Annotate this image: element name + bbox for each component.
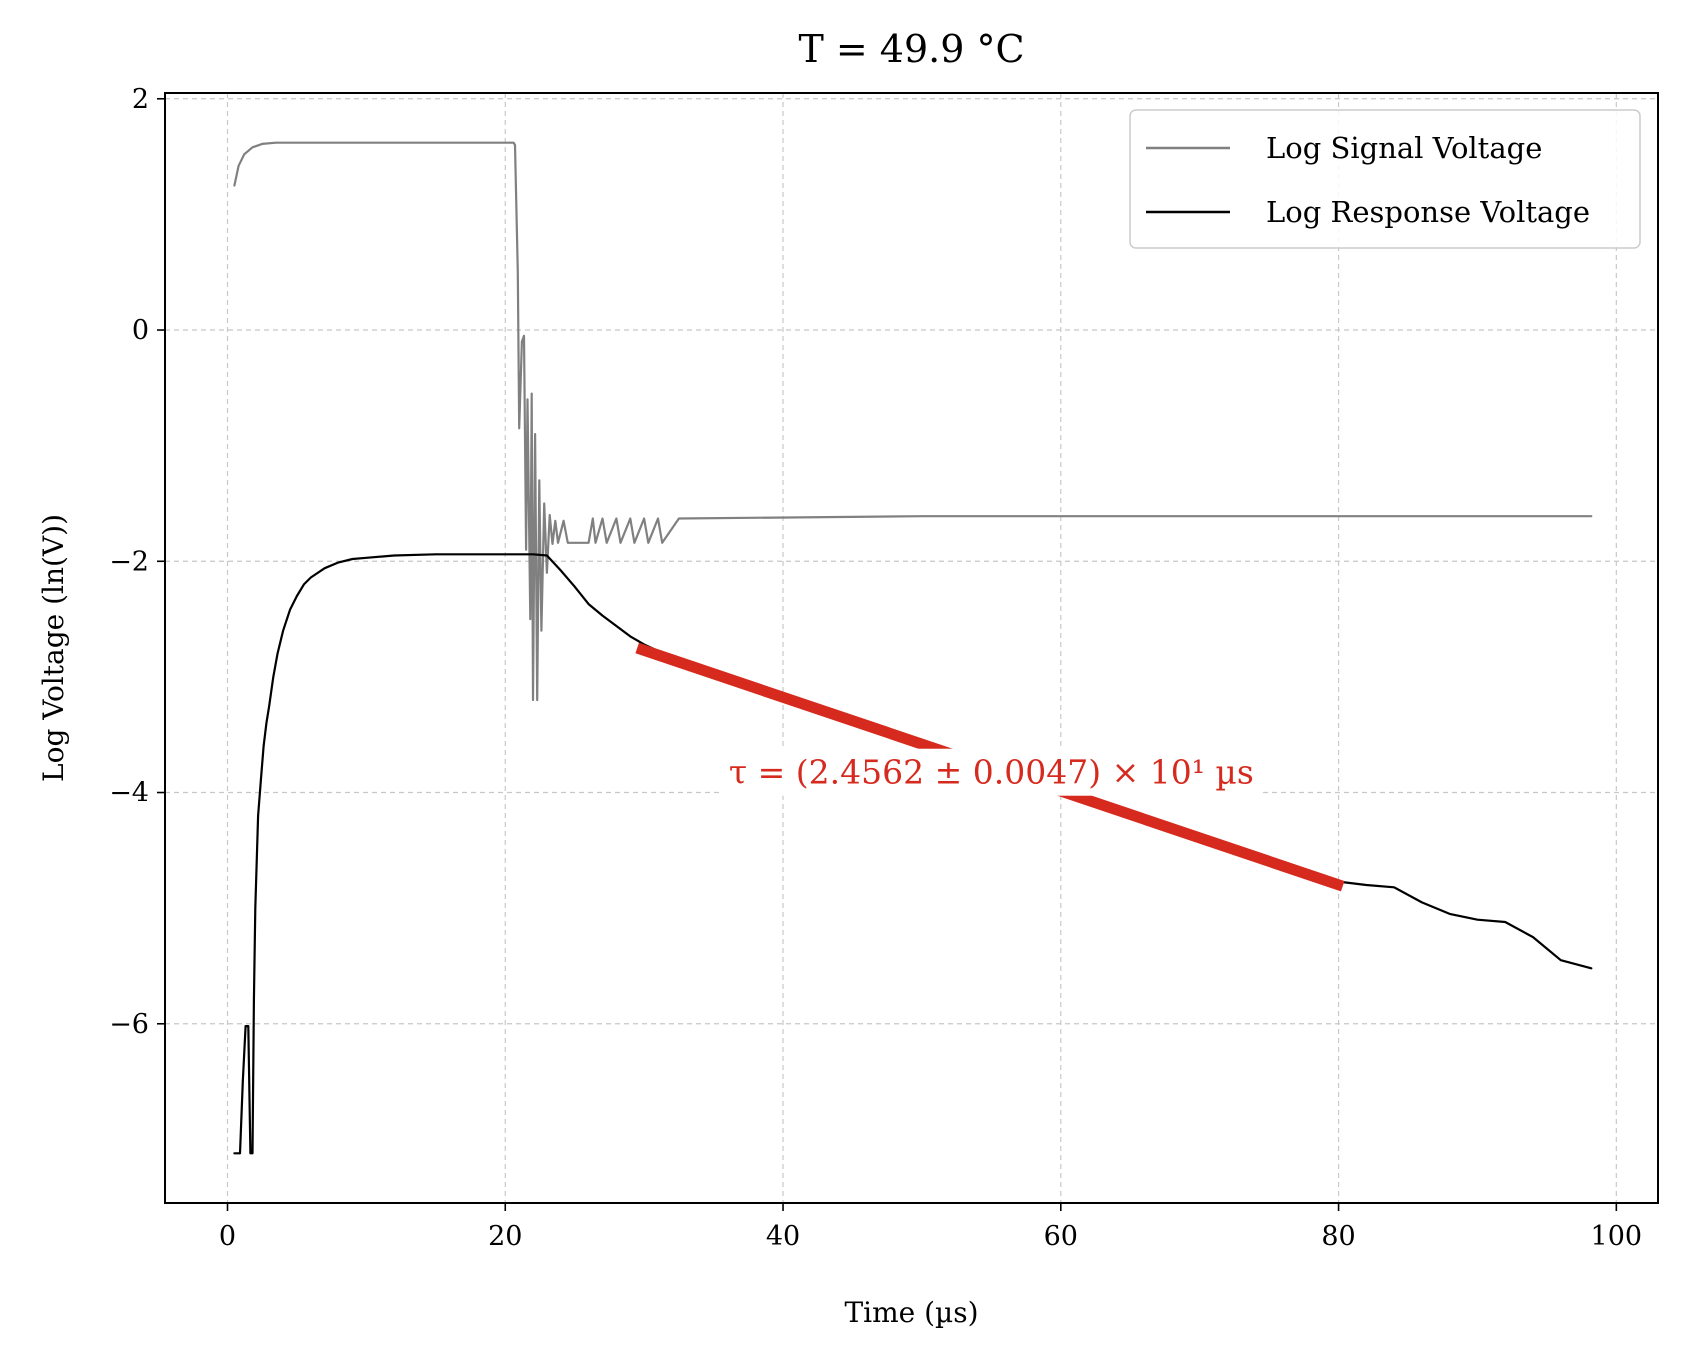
y-tick-label: 0: [132, 315, 149, 346]
annotation-layer: τ = (2.4562 ± 0.0047) × 10¹ µs: [720, 748, 1262, 796]
y-tick-label: −6: [109, 1009, 149, 1040]
y-tick-label: 2: [132, 84, 149, 115]
x-tick-label: 0: [219, 1221, 236, 1252]
legend-label-0: Log Signal Voltage: [1266, 131, 1542, 165]
legend-label-1: Log Response Voltage: [1266, 195, 1590, 229]
x-tick-label: 60: [1044, 1221, 1078, 1252]
plot-frame: [164, 92, 1659, 1204]
annotation-background: [720, 748, 1262, 796]
y-tick-label: −2: [109, 546, 149, 577]
grid: [165, 93, 1658, 1203]
x-tick-label: 40: [766, 1221, 800, 1252]
y-tick-label: −4: [109, 778, 149, 809]
x-axis-label: Time (µs): [844, 1296, 978, 1329]
x-tick-label: 20: [488, 1221, 522, 1252]
chart-title: T = 49.9 °C: [798, 27, 1024, 71]
y-axis-label: Log Voltage (ln(V)): [37, 514, 70, 782]
x-tick-label: 80: [1321, 1221, 1355, 1252]
x-tick-label: 100: [1591, 1221, 1643, 1252]
legend-box: [1129, 109, 1641, 249]
fit-annotation: τ = (2.4562 ± 0.0047) × 10¹ µs: [720, 748, 1262, 796]
annotation-text: τ = (2.4562 ± 0.0047) × 10¹ µs: [729, 753, 1254, 792]
series-line-log-signal-voltage: [233, 141, 1593, 702]
legend: Log Signal Voltage Log Response Voltage: [1129, 109, 1641, 249]
